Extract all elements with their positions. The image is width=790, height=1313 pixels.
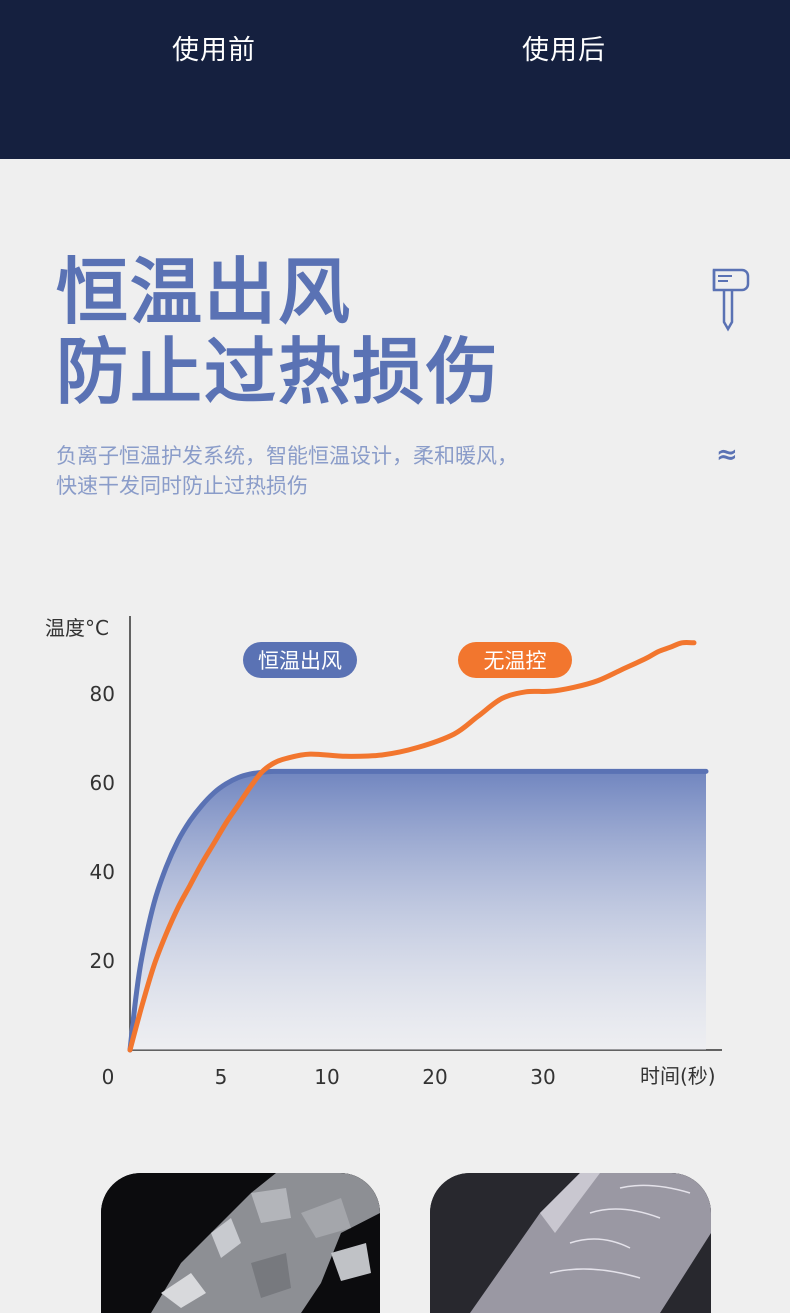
wave-icon: ≈ [716, 440, 738, 470]
y-tick-label: 60 [90, 771, 115, 795]
hair-after-image [430, 1173, 711, 1313]
legend-no-control-pill [458, 642, 572, 678]
x-tick-label: 5 [215, 1065, 228, 1089]
y-axis-label: 温度°C [45, 616, 109, 640]
hair-dryer-icon [708, 266, 750, 336]
description: 负离子恒温护发系统，智能恒温设计，柔和暖风， 快速干发同时防止过热损伤 [56, 441, 518, 501]
headline-line-2: 防止过热损伤 [56, 330, 501, 414]
description-line-1: 负离子恒温护发系统，智能恒温设计，柔和暖风， [56, 444, 518, 468]
series-area-constant-temp [130, 771, 706, 1050]
legend-constant-temp-pill [243, 642, 357, 678]
after-label: 使用后 [522, 35, 606, 66]
legend-no-control-label: 无温控 [484, 649, 547, 673]
x-axis-label: 时间(秒) [640, 1064, 716, 1088]
x-tick-label: 10 [314, 1065, 339, 1089]
x-tick-label: 20 [422, 1065, 447, 1089]
x-tick-label: 0 [102, 1065, 115, 1089]
series-line-no-control [127, 639, 697, 1053]
legend-constant-temp-label: 恒温出风 [258, 649, 342, 673]
hair-before-image [101, 1173, 380, 1313]
before-label: 使用前 [172, 35, 256, 66]
headline-line-1: 恒温出风 [56, 250, 353, 334]
temperature-chart: 20 40 60 80 0 5 10 20 30 恒温出风 无温控 温度°C 时间(秒) [45, 616, 722, 1089]
y-tick-label: 40 [90, 860, 115, 884]
description-line-2: 快速干发同时防止过热损伤 [56, 474, 308, 498]
series-line-constant-temp [127, 768, 709, 1053]
y-tick-label: 20 [90, 949, 115, 973]
y-tick-label: 80 [90, 682, 115, 706]
x-tick-label: 30 [530, 1065, 555, 1089]
before-after-header: 使用前 使用后 [0, 0, 790, 159]
